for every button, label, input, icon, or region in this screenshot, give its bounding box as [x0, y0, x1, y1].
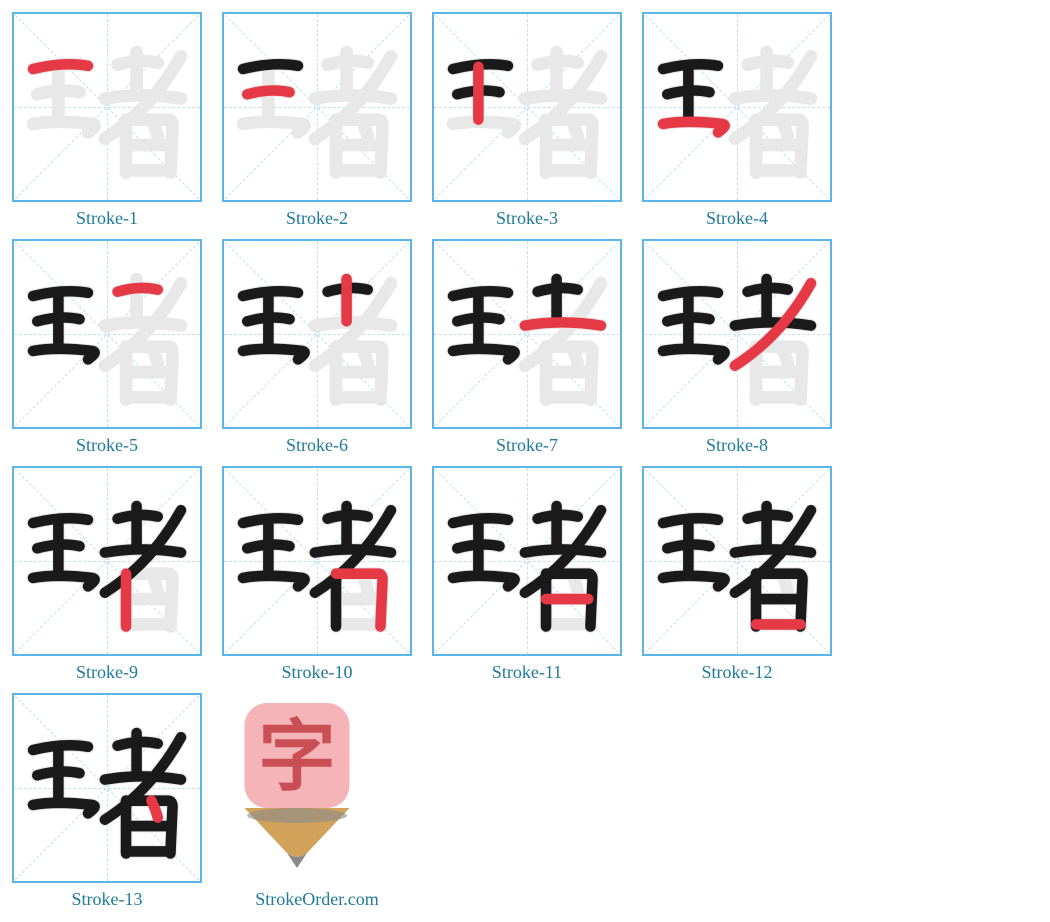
stroke-tile [12, 239, 202, 429]
stroke-tile [432, 466, 622, 656]
stroke-cell-4: Stroke-4 [642, 12, 832, 229]
stroke-tile [12, 466, 202, 656]
stroke-tile [222, 12, 412, 202]
stroke-tile [432, 239, 622, 429]
stroke-label: Stroke-9 [76, 662, 138, 683]
stroke-cell-13: Stroke-13 [12, 693, 202, 910]
stroke-cell-12: Stroke-12 [642, 466, 832, 683]
stroke-tile [432, 12, 622, 202]
stroke-tile [642, 239, 832, 429]
stroke-label: Stroke-13 [72, 889, 143, 910]
stroke-cell-10: Stroke-10 [222, 466, 412, 683]
stroke-cell-9: Stroke-9 [12, 466, 202, 683]
stroke-cell-11: Stroke-11 [432, 466, 622, 683]
site-label: StrokeOrder.com [255, 889, 378, 910]
stroke-tile [642, 12, 832, 202]
stroke-order-grid: Stroke-1 Stroke-2 Stroke-3 Stroke-4 Stro… [12, 12, 1038, 910]
stroke-label: Stroke-2 [286, 208, 348, 229]
stroke-label: Stroke-8 [706, 435, 768, 456]
stroke-label: Stroke-4 [706, 208, 768, 229]
stroke-tile [222, 466, 412, 656]
site-logo: 字 [222, 693, 412, 883]
stroke-label: Stroke-12 [702, 662, 773, 683]
stroke-label: Stroke-7 [496, 435, 558, 456]
stroke-label: Stroke-3 [496, 208, 558, 229]
stroke-tile [12, 12, 202, 202]
stroke-label: Stroke-6 [286, 435, 348, 456]
logo-cell: 字 StrokeOrder.com [222, 693, 412, 910]
stroke-cell-1: Stroke-1 [12, 12, 202, 229]
stroke-label: Stroke-10 [282, 662, 353, 683]
stroke-cell-6: Stroke-6 [222, 239, 412, 456]
stroke-label: Stroke-11 [492, 662, 562, 683]
stroke-label: Stroke-1 [76, 208, 138, 229]
stroke-tile [642, 466, 832, 656]
stroke-label: Stroke-5 [76, 435, 138, 456]
stroke-tile [222, 239, 412, 429]
svg-text:字: 字 [258, 714, 336, 800]
stroke-cell-2: Stroke-2 [222, 12, 412, 229]
stroke-cell-7: Stroke-7 [432, 239, 622, 456]
stroke-cell-8: Stroke-8 [642, 239, 832, 456]
stroke-tile [12, 693, 202, 883]
stroke-cell-3: Stroke-3 [432, 12, 622, 229]
stroke-cell-5: Stroke-5 [12, 239, 202, 456]
